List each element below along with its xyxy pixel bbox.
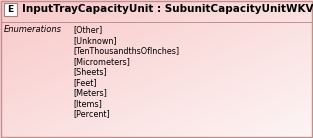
Text: Enumerations: Enumerations (4, 26, 62, 34)
Text: E: E (8, 5, 13, 14)
Text: [Feet]: [Feet] (73, 78, 97, 87)
Text: InputTrayCapacityUnit : SubunitCapacityUnitWKV: InputTrayCapacityUnit : SubunitCapacityU… (22, 5, 313, 14)
Text: [Percent]: [Percent] (73, 109, 110, 119)
Text: [Meters]: [Meters] (73, 88, 107, 98)
Text: [Micrometers]: [Micrometers] (73, 57, 130, 66)
Text: [Other]: [Other] (73, 26, 102, 34)
Text: [TenThousandthsOfInches]: [TenThousandthsOfInches] (73, 47, 179, 55)
Text: [Items]: [Items] (73, 99, 102, 108)
Text: [Sheets]: [Sheets] (73, 67, 107, 76)
Bar (4, 3, 17, 16)
Text: [Unknown]: [Unknown] (73, 36, 117, 45)
